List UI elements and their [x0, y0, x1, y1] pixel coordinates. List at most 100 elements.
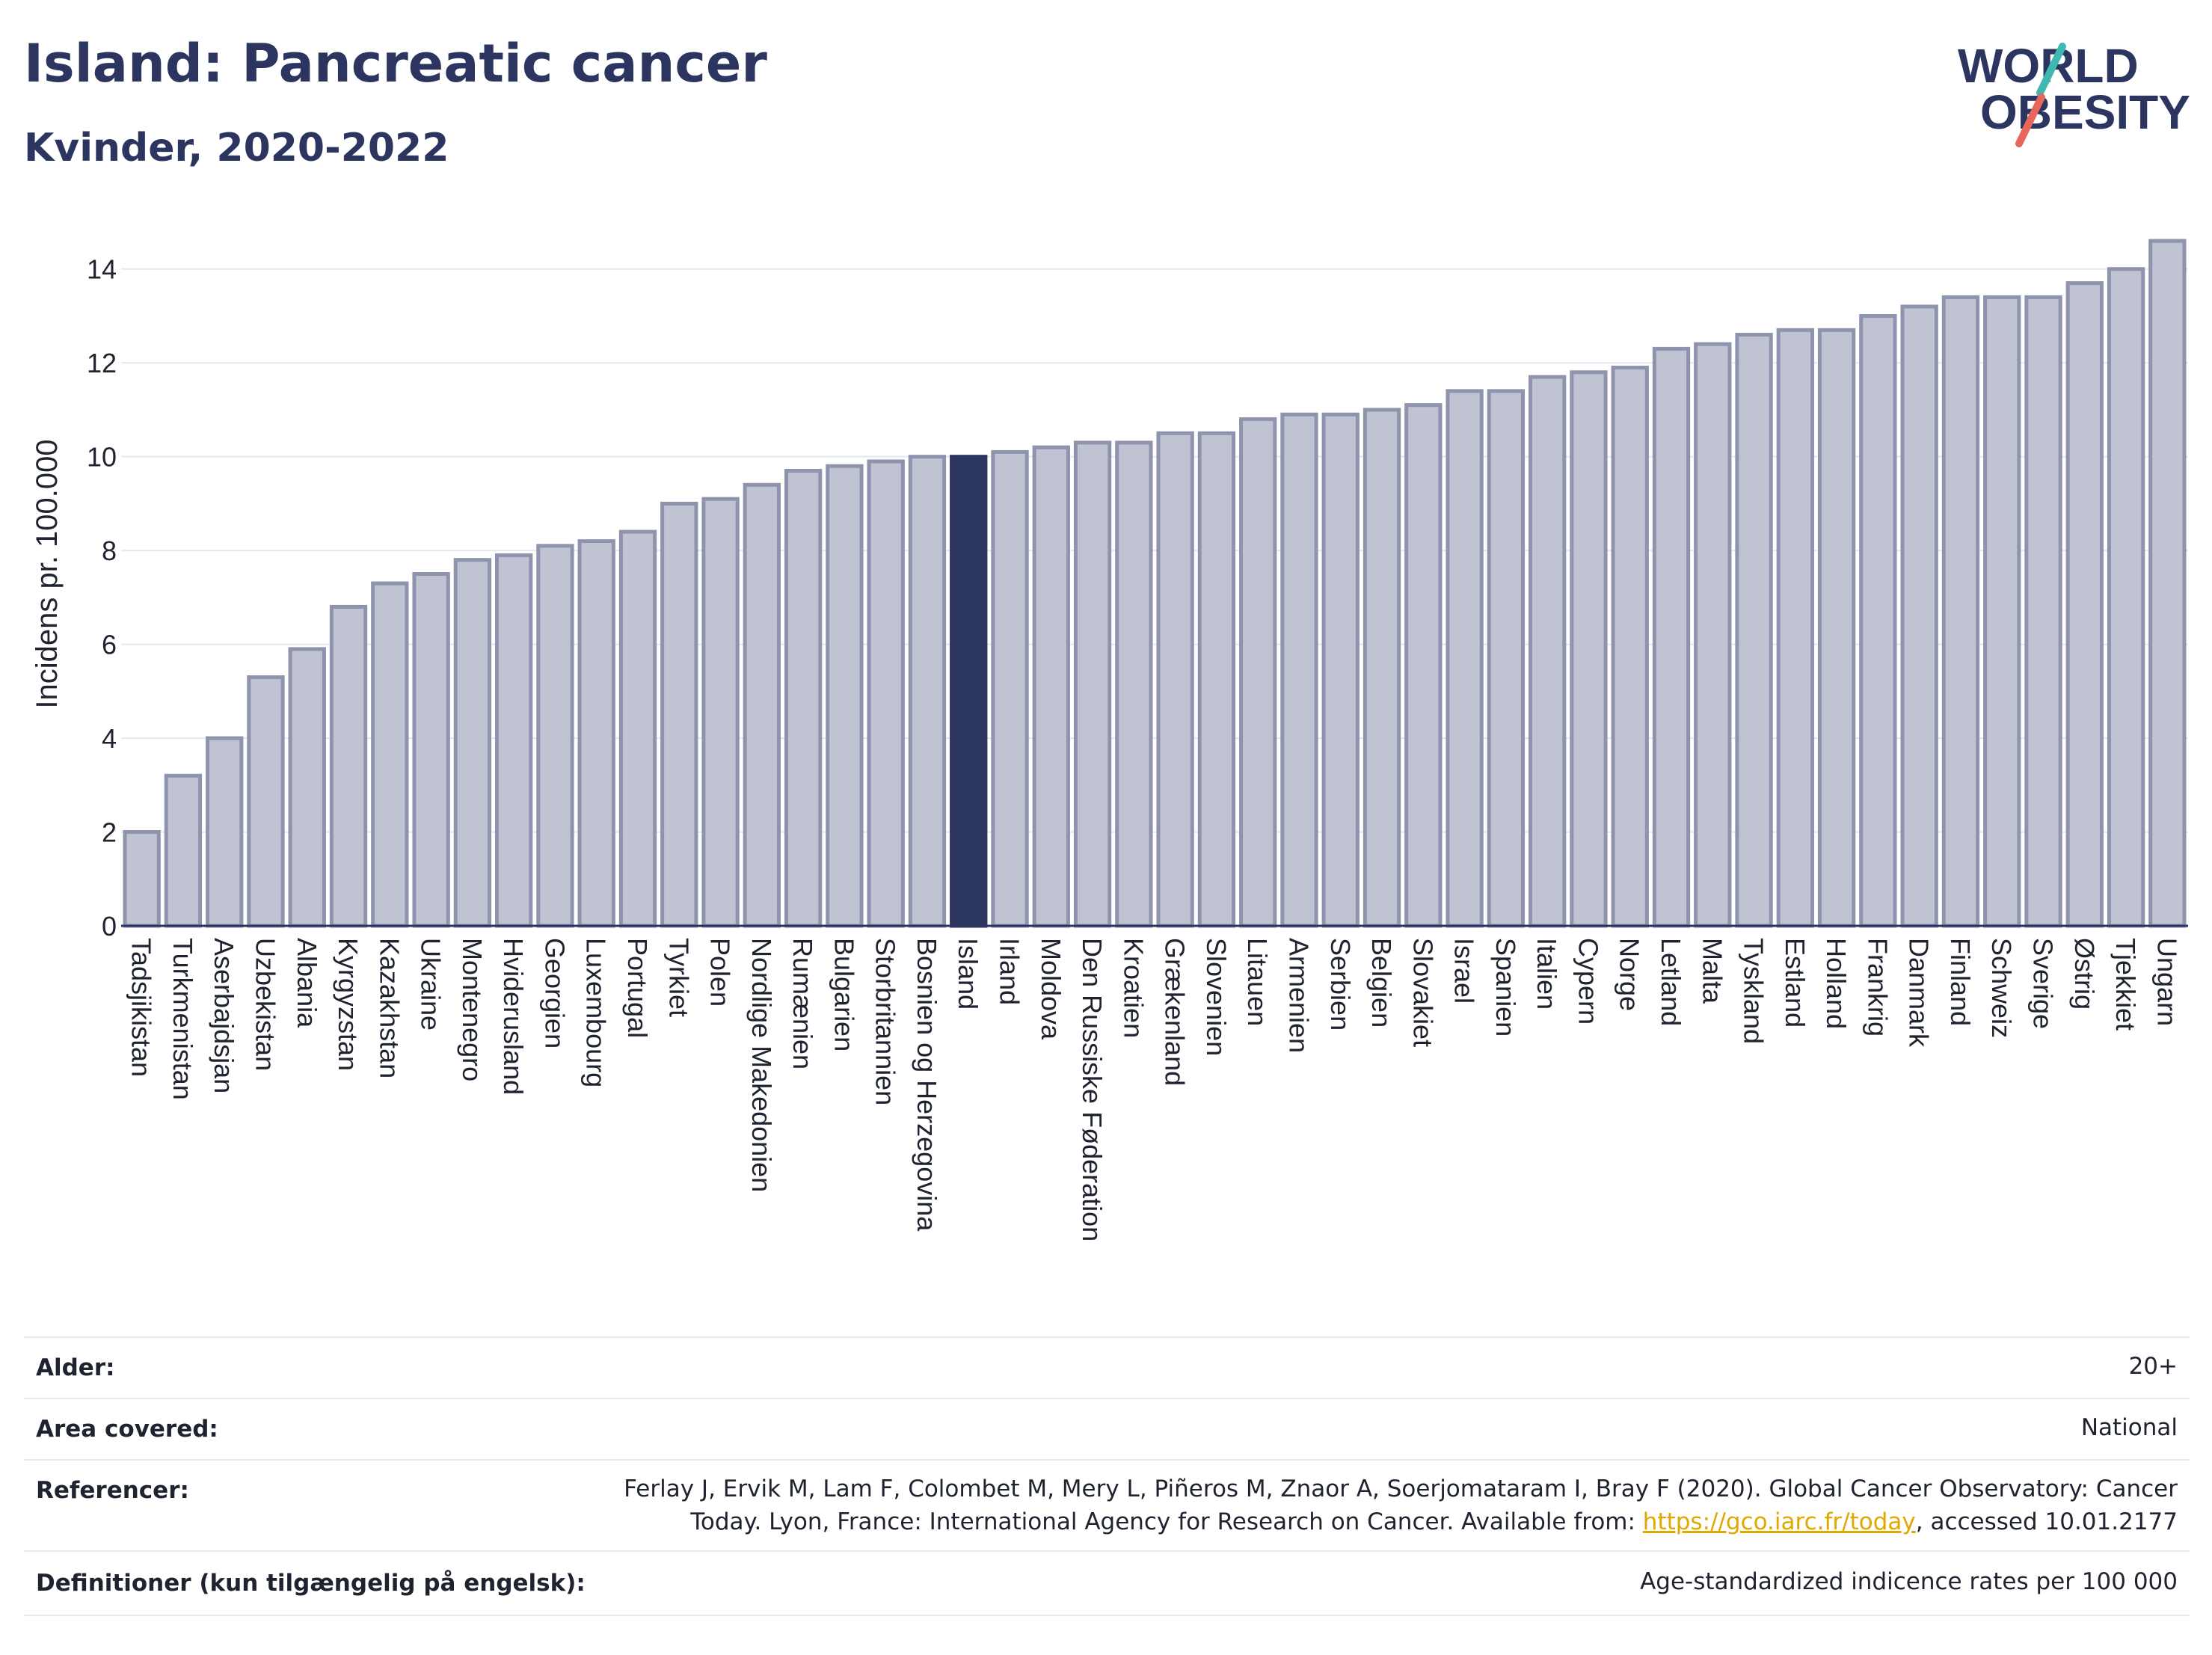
bar — [1032, 445, 1070, 928]
x-tick-label: Kazakhstan — [374, 938, 405, 1078]
bar — [1735, 333, 1773, 928]
x-tick-label: Bosnien og Herzegovina — [912, 938, 942, 1232]
bar — [1487, 389, 1526, 928]
x-tick-label: Moldova — [1036, 938, 1066, 1040]
x-tick-label: Hviderusland — [498, 938, 529, 1095]
bar — [1652, 346, 1691, 928]
bar — [123, 830, 161, 928]
x-tick-label: Portugal — [622, 938, 653, 1038]
bar — [701, 497, 740, 928]
reference-line-2-suffix: , accessed 10.01.2177 — [1915, 1508, 2178, 1535]
x-tick-label: Aserbajdsjan — [209, 938, 239, 1093]
x-tick-label: Schweiz — [1986, 938, 2017, 1038]
bar — [371, 581, 409, 928]
meta-label-definitions: Definitioner (kun tilgængelig på engelsk… — [36, 1570, 586, 1597]
y-tick-label: 14 — [87, 254, 117, 285]
x-tick-label: Malta — [1697, 938, 1727, 1004]
bar — [1446, 389, 1484, 928]
meta-row-definitions: Definitioner (kun tilgængelig på engelsk… — [24, 1550, 2190, 1616]
bar — [1570, 370, 1608, 928]
x-tick-label: Bulgarien — [829, 938, 859, 1051]
x-tick-label: Island — [953, 938, 983, 1010]
x-tick-label: Estland — [1780, 938, 1810, 1028]
x-tick-label: Montenegro — [457, 938, 488, 1081]
meta-value-age: 20+ — [2128, 1353, 2178, 1380]
reference-line-2-text: Today. Lyon, France: International Agenc… — [690, 1508, 1643, 1535]
bar — [908, 455, 947, 928]
x-tick-label: Letland — [1656, 938, 1686, 1026]
bar — [2024, 295, 2062, 928]
bar — [826, 464, 864, 928]
logo-slash-teal — [2036, 43, 2066, 96]
bar — [1859, 313, 1897, 928]
bar — [1280, 412, 1318, 928]
bar — [1404, 403, 1443, 928]
bar — [1817, 328, 1856, 928]
x-tick-label: Norge — [1615, 938, 1645, 1011]
reference-line-2: Today. Lyon, France: International Agenc… — [383, 1505, 2178, 1538]
x-tick-label: Holland — [1821, 938, 1852, 1029]
bar — [2107, 267, 2145, 928]
x-tick-label: Armenien — [1283, 938, 1314, 1053]
y-tick-label: 0 — [102, 911, 117, 942]
bar — [618, 529, 657, 928]
meta-row-age: Alder: 20+ — [24, 1336, 2190, 1399]
bar — [1197, 431, 1236, 928]
bar — [1776, 328, 1815, 928]
x-tick-label: Nordlige Makedonien — [746, 938, 777, 1192]
x-tick-label: Kroatien — [1118, 938, 1149, 1038]
meta-row-area: Area covered: National — [24, 1398, 2190, 1461]
meta-value-area: National — [2080, 1414, 2178, 1441]
x-tick-label: Rumænien — [787, 938, 818, 1069]
meta-label-references: Referencer: — [36, 1477, 189, 1504]
y-tick-labels: 0 2 4 6 8 10 12 14 — [87, 254, 117, 942]
meta-row-references: Referencer: Ferlay J, Ervik M, Lam F, Co… — [24, 1459, 2190, 1552]
chart-subtitle: Kvinder, 2020-2022 — [24, 126, 449, 171]
bar — [743, 482, 781, 928]
bar — [867, 459, 905, 928]
bar — [1321, 412, 1360, 928]
x-tick-label: Grækenland — [1160, 938, 1191, 1086]
meta-value-references: Ferlay J, Ervik M, Lam F, Colombet M, Me… — [383, 1473, 2178, 1538]
x-tick-label: Den Russiske Føderation — [1077, 938, 1107, 1241]
bar — [1073, 440, 1112, 928]
x-tick-label: Tadsjikistan — [126, 938, 157, 1077]
meta-label-area: Area covered: — [36, 1416, 218, 1443]
x-tick-label: Serbien — [1325, 938, 1356, 1031]
reference-link[interactable]: https://gco.iarc.fr/today — [1642, 1508, 1916, 1535]
x-tick-label: Storbritannien — [870, 938, 901, 1105]
x-tick-label: Tyskland — [1739, 938, 1769, 1044]
x-tick-label: Danmark — [1904, 938, 1935, 1048]
bar — [784, 468, 823, 928]
x-tick-labels: Tadsjikistan Turkmenistan Aserbajdsjan Uzbe… — [126, 938, 2183, 1241]
bar — [1900, 304, 1938, 928]
x-tick-label: Israel — [1449, 938, 1480, 1004]
x-tick-label: Cypern — [1573, 938, 1603, 1025]
bar-chart: 0 2 4 6 8 10 12 14 Tadsjikistan Turkmenistan Aser… — [31, 239, 2188, 1241]
bar — [206, 736, 244, 928]
y-tick-label: 10 — [87, 442, 117, 473]
x-tick-label: Ungarn — [2151, 938, 2182, 1026]
logo-slash-red — [2015, 93, 2045, 147]
chart-title: Island: Pancreatic cancer — [24, 33, 767, 94]
bar — [164, 773, 203, 928]
bar — [1611, 365, 1649, 928]
bar — [494, 553, 533, 928]
x-tick-label: Kyrgyzstan — [333, 938, 363, 1071]
world-obesity-logo: WORLD OBESITY — [1958, 39, 2190, 147]
meta-label-age: Alder: — [36, 1354, 115, 1381]
x-tick-label: Slovenien — [1201, 938, 1232, 1056]
meta-bottom-border — [24, 1615, 2190, 1616]
bars — [123, 239, 2187, 928]
bar — [1983, 295, 2021, 928]
bar — [2148, 239, 2187, 928]
bar — [1115, 440, 1153, 928]
y-tick-label: 12 — [87, 348, 117, 378]
bar — [1156, 431, 1194, 928]
bar — [1362, 408, 1401, 928]
bar — [991, 449, 1029, 928]
x-tick-label: Belgien — [1366, 938, 1397, 1028]
x-tick-label: Albania — [292, 938, 322, 1028]
bar — [288, 647, 326, 928]
x-tick-label: Sverige — [2028, 938, 2059, 1029]
